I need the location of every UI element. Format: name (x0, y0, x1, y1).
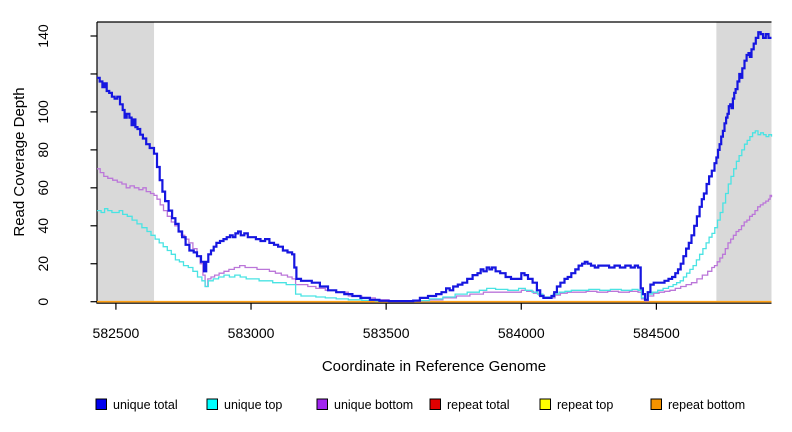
y-tick-label: 80 (35, 142, 51, 158)
legend-label: repeat top (557, 398, 613, 412)
legend-item-repeat-top: repeat top (539, 398, 613, 412)
legend-swatch-repeat-total (429, 398, 441, 410)
y-tick-label: 0 (35, 298, 51, 306)
x-tick-label: 583000 (228, 325, 275, 341)
y-axis-title: Read Coverage Depth (11, 87, 28, 236)
legend-item-unique-total: unique total (95, 398, 178, 412)
y-tick-label: 100 (35, 100, 51, 124)
legend-item-unique-top: unique top (206, 398, 282, 412)
x-tick-label: 583500 (363, 325, 410, 341)
x-tick-label: 584500 (633, 325, 680, 341)
series-unique-bottom (97, 168, 773, 302)
y-tick-label: 40 (35, 218, 51, 234)
x-tick-label: 582500 (93, 325, 140, 341)
legend: unique total unique top unique bottom repea… (95, 398, 745, 412)
y-tick-label: 60 (35, 180, 51, 196)
legend-swatch-unique-total (95, 398, 107, 410)
series-unique-top (97, 130, 773, 302)
series-unique-total (97, 31, 772, 303)
legend-swatch-repeat-top (539, 398, 551, 410)
shaded-region-0 (97, 22, 155, 303)
legend-item-unique-bottom: unique bottom (316, 398, 413, 412)
legend-item-repeat-total: repeat total (429, 398, 510, 412)
legend-swatch-unique-top (206, 398, 218, 410)
x-tick-label: 584000 (498, 325, 545, 341)
legend-label: unique top (224, 398, 282, 412)
legend-label: unique total (113, 398, 178, 412)
legend-swatch-repeat-bottom (650, 398, 662, 410)
y-tick-label: 140 (35, 24, 51, 48)
plot-area: 582500 583000 583500 584000 584500 0 20 40 60 80 1… (35, 21, 773, 341)
legend-label: unique bottom (334, 398, 413, 412)
x-axis-title: Coordinate in Reference Genome (322, 358, 546, 375)
legend-swatch-unique-bottom (316, 398, 328, 410)
legend-label: repeat bottom (668, 398, 745, 412)
y-tick-label: 20 (35, 256, 51, 272)
legend-label: repeat total (447, 398, 510, 412)
legend-item-repeat-bottom: repeat bottom (650, 398, 745, 412)
